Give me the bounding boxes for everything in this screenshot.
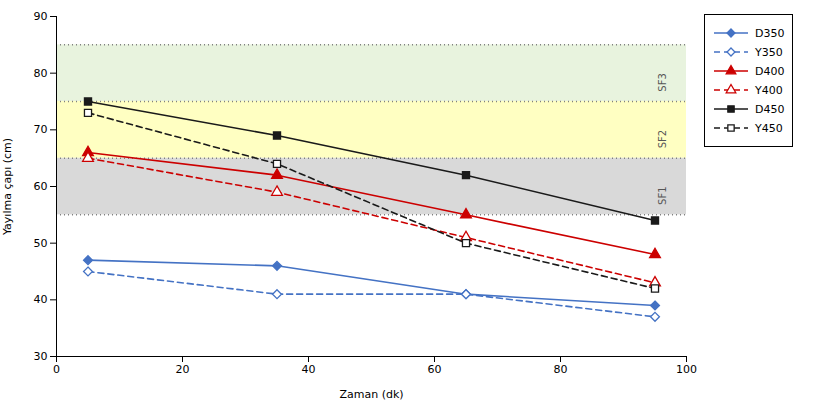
html-text:D350: D350 [755,26,785,40]
html-text:Y400: Y400 [755,83,783,97]
svg-text:SF3: SF3 [657,73,668,91]
html-text:D400: D400 [755,64,785,78]
svg-text:0: 0 [53,363,60,376]
svg-text:50: 50 [34,237,48,250]
svg-text:Yayılma çapı (cm): Yayılma çapı (cm) [1,138,14,236]
svg-text:70: 70 [34,123,48,136]
svg-text:80: 80 [554,363,568,376]
html-text:D450: D450 [755,102,785,116]
svg-text:60: 60 [428,363,442,376]
svg-text:30: 30 [34,350,48,363]
svg-text:90: 90 [34,10,48,23]
svg-text:SF2: SF2 [657,130,668,148]
html-text:Y450: Y450 [755,121,783,135]
svg-text:40: 40 [302,363,316,376]
svg-text:Zaman (dk): Zaman (dk) [339,388,403,401]
svg-text:20: 20 [176,363,190,376]
svg-text:60: 60 [34,180,48,193]
svg-text:100: 100 [676,363,697,376]
svg-text:80: 80 [34,67,48,80]
svg-text:SF1: SF1 [657,187,668,205]
svg-text:40: 40 [34,293,48,306]
html-text:Y350: Y350 [755,45,783,59]
